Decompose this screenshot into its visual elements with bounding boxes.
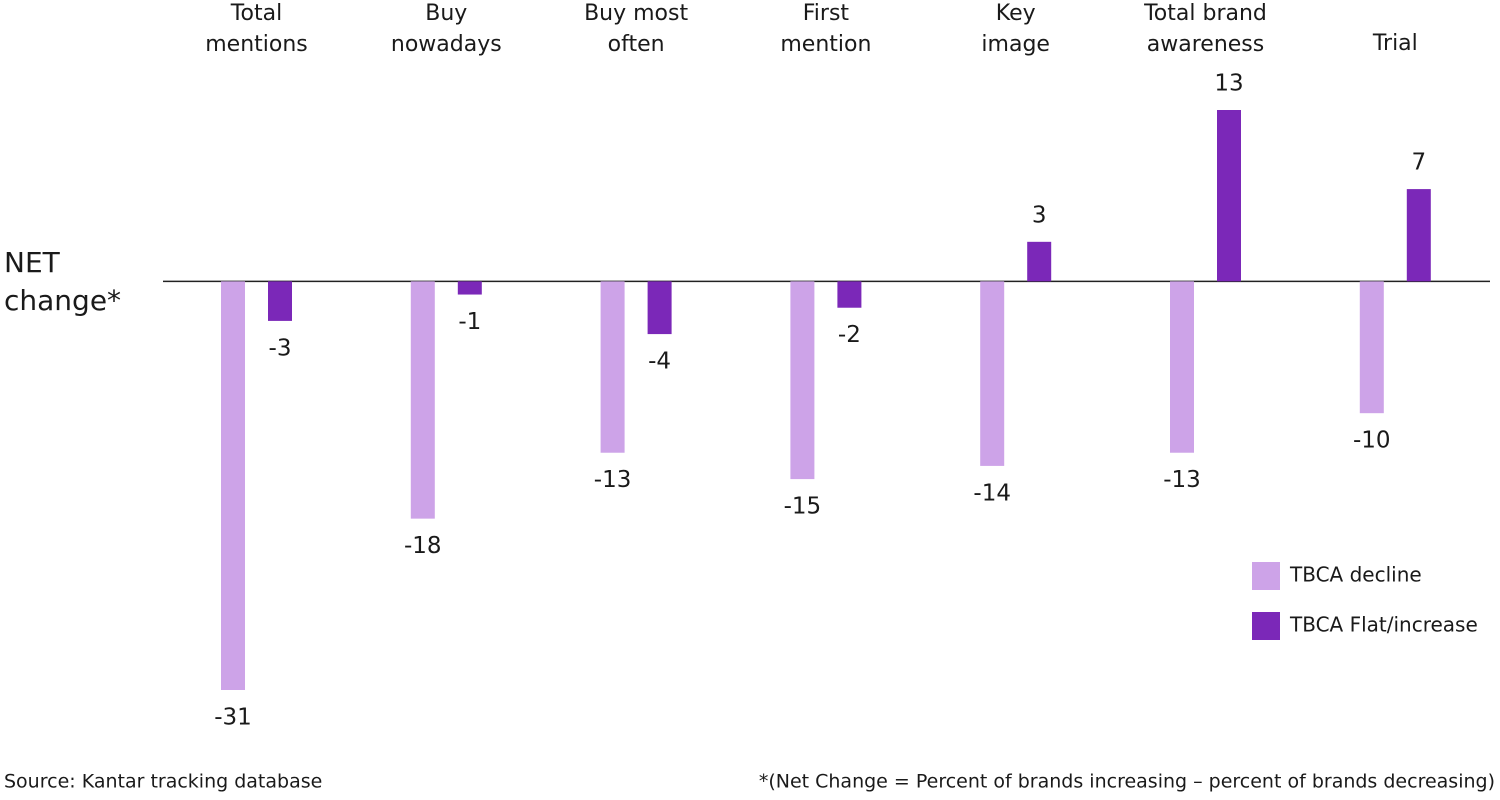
legend-label: TBCA decline	[1289, 563, 1422, 587]
x-tick-label: mention	[780, 32, 871, 57]
legend-swatch	[1252, 612, 1280, 640]
x-tick-label: Total	[230, 1, 282, 26]
value-label: -4	[648, 349, 671, 375]
x-tick-label: Buy most	[584, 1, 688, 26]
bar	[268, 281, 292, 321]
value-label: 13	[1214, 71, 1243, 97]
bar	[410, 281, 435, 519]
bar	[1027, 241, 1052, 282]
value-label: 7	[1411, 150, 1426, 176]
x-tick-label: Total brand	[1143, 1, 1267, 26]
x-tick-label: often	[608, 32, 665, 57]
source: Source: Kantar tracking database	[4, 771, 322, 793]
footnote: *(Net Change = Percent of brands increas…	[759, 771, 1495, 793]
y-axis-label: NET	[4, 246, 61, 279]
value-label: -15	[784, 494, 822, 520]
value-label: -1	[458, 309, 481, 335]
bar	[837, 281, 862, 308]
bar	[790, 281, 815, 480]
value-label: -18	[404, 533, 442, 559]
value-label: -13	[594, 467, 632, 493]
value-label: -3	[269, 335, 292, 361]
bar	[1170, 281, 1194, 453]
bar	[1217, 110, 1241, 282]
x-tick-label: image	[981, 32, 1050, 57]
bar	[1359, 281, 1384, 414]
value-label: -14	[973, 480, 1011, 506]
legend-label: TBCA Flat/increase	[1289, 613, 1478, 637]
value-label: -2	[838, 322, 861, 348]
x-tick-label: mentions	[205, 32, 308, 57]
legend-swatch	[1252, 562, 1280, 590]
value-label: -31	[214, 705, 252, 731]
bar	[980, 281, 1005, 466]
x-tick-label: Key	[996, 1, 1036, 26]
bar	[647, 281, 672, 335]
bar	[1406, 189, 1431, 282]
value-label: -13	[1163, 467, 1201, 493]
x-tick-label: First	[803, 1, 850, 26]
x-tick-label: Trial	[1372, 31, 1418, 56]
x-tick-label: awareness	[1147, 32, 1264, 57]
x-tick-label: nowadays	[391, 32, 502, 57]
y-axis-label: change*	[4, 284, 121, 317]
bar	[221, 281, 245, 690]
x-tick-label: Buy	[425, 1, 467, 26]
value-label: -10	[1353, 428, 1391, 454]
bar	[457, 281, 482, 295]
bar	[600, 281, 625, 453]
value-label: 3	[1032, 202, 1047, 228]
